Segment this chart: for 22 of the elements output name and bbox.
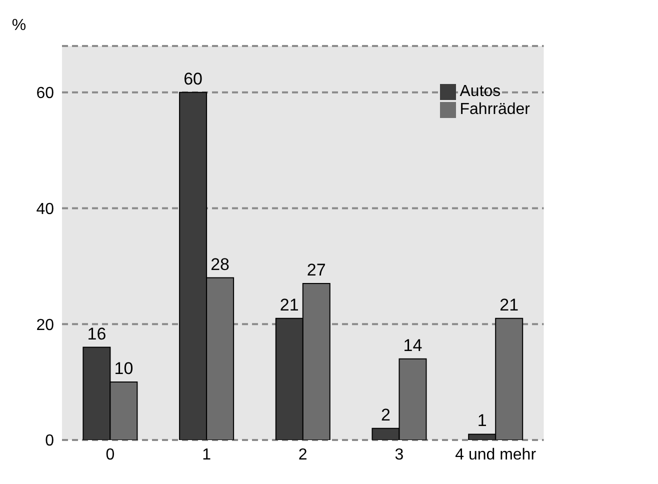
- y-axis-title: %: [12, 17, 26, 34]
- legend-label: Fahrräder: [460, 101, 530, 118]
- y-tick-label: 20: [36, 316, 54, 334]
- data-label: 16: [87, 324, 106, 344]
- data-label: 21: [280, 295, 299, 314]
- data-label: 28: [210, 254, 230, 274]
- x-tick-label: 3: [394, 446, 404, 464]
- data-label: 21: [500, 295, 519, 314]
- legend-label: Autos: [460, 83, 501, 100]
- data-label: 2: [381, 405, 390, 424]
- data-label: 27: [306, 260, 326, 280]
- data-label: 14: [403, 336, 422, 355]
- x-tick-label: 4 und mehr: [455, 446, 537, 464]
- data-label: 60: [184, 69, 203, 88]
- y-tick-label: 60: [36, 85, 54, 102]
- y-tick-label: 0: [45, 432, 54, 450]
- y-tick-label: 40: [36, 200, 54, 218]
- data-label: 1: [477, 411, 487, 430]
- x-tick-label: 1: [202, 446, 212, 464]
- x-tick-label: 2: [298, 446, 308, 464]
- x-tick-label: 0: [106, 446, 115, 464]
- data-label: 10: [114, 359, 134, 378]
